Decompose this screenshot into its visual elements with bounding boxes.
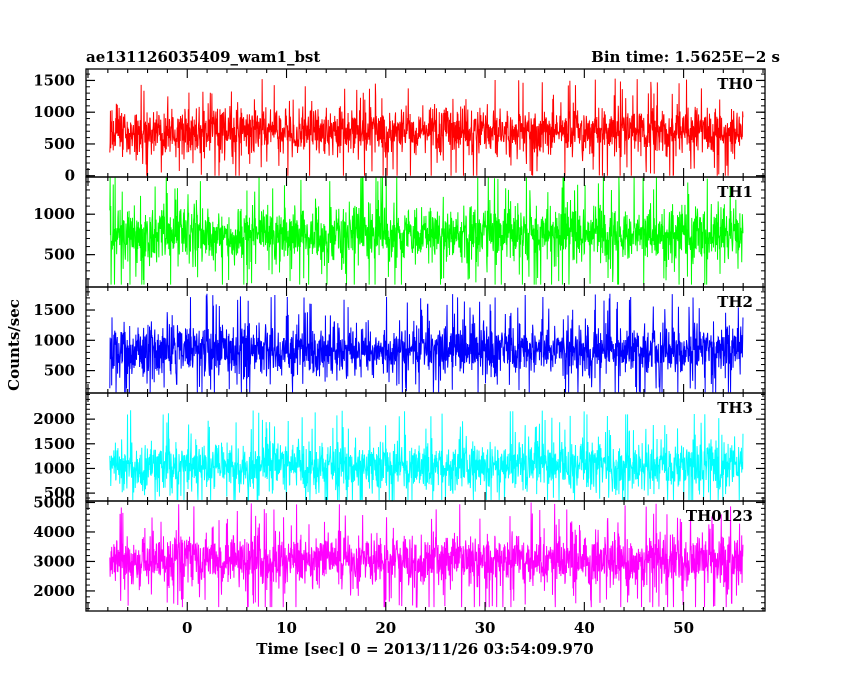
x-axis-label: Time [sec] 0 = 2013/11/26 03:54:09.970	[256, 640, 593, 658]
y-tick-label: 500	[44, 362, 75, 380]
y-axis-label: Counts/sec	[5, 299, 23, 391]
panel-label-th0123: TH0123	[686, 507, 753, 525]
y-tick-label: 2000	[33, 410, 75, 428]
chart-title-left: ae131126035409_wam1_bst	[86, 48, 320, 66]
y-tick-label: 3000	[33, 552, 75, 570]
light-curve-th0123	[109, 502, 744, 608]
panel-label-th1: TH1	[717, 183, 753, 201]
light-curve-th2	[109, 293, 744, 393]
panel-label-th2: TH2	[717, 293, 753, 311]
x-tick-label: 0	[182, 619, 192, 637]
light-curve-th1	[109, 177, 744, 285]
panel-th0: 0 500 1000 1500 TH0	[33, 68, 766, 185]
y-tick-label: 1500	[33, 435, 75, 453]
panel-label-th3: TH3	[717, 399, 753, 417]
x-tick-label: 20	[375, 619, 396, 637]
y-tick-label: 2000	[33, 582, 75, 600]
y-tick-label: 500	[44, 484, 75, 502]
y-tick-label: 500	[44, 246, 75, 264]
y-tick-label: 0	[65, 167, 75, 185]
panel-th2: 500 1000 1500 TH2	[33, 286, 766, 394]
y-tick-label: 1000	[33, 103, 75, 121]
y-tick-label: 1500	[33, 301, 75, 319]
x-tick-label: 10	[276, 619, 297, 637]
y-tick-label: 500	[44, 135, 75, 153]
y-tick-label: 1500	[33, 71, 75, 89]
x-tick-label: 50	[673, 619, 694, 637]
x-tick-label: 30	[475, 619, 496, 637]
panel-th3: 500 1000 1500 2000 TH3	[33, 392, 766, 502]
y-tick-label: 1000	[33, 459, 75, 477]
y-tick-label: 4000	[33, 523, 75, 541]
light-curve-th3	[109, 410, 744, 501]
x-tick-label: 40	[574, 619, 595, 637]
panel-label-th0: TH0	[717, 75, 753, 93]
panel-th0123: 2000 3000 4000 5000 TH0123	[33, 493, 766, 612]
y-tick-label: 5000	[33, 493, 75, 511]
chart-title-right: Bin time: 1.5625E−2 s	[591, 48, 780, 66]
panel-th1: 500 1000 TH1	[33, 176, 766, 288]
light-curve-th0	[109, 78, 744, 176]
y-tick-label: 1000	[33, 331, 75, 349]
y-tick-label: 1000	[33, 205, 75, 223]
